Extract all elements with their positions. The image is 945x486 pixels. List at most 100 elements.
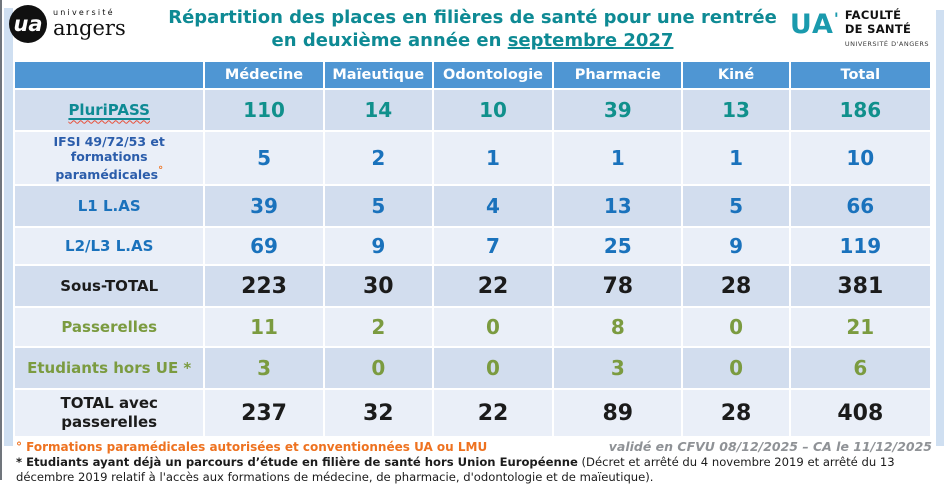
cell-value: 3: [554, 348, 682, 388]
table-row: TOTAL avec passerelles 237 32 22 89 28 408: [15, 390, 930, 436]
cell-value: 0: [683, 308, 789, 346]
column-header: Médecine: [205, 62, 323, 88]
cell-value: 21: [790, 308, 930, 346]
cell-value: 5: [683, 186, 789, 226]
orange-degree-mark: °: [158, 164, 164, 176]
faculte-line-1: FACULTÉ: [844, 8, 902, 22]
table-header: Médecine Maïeutique Odontologie Pharmacie Ki…: [15, 62, 930, 88]
cell-value: 25: [554, 228, 682, 264]
faculte-sante-wordmark: FACULTÉ DE SANTÉ UNIVERSITÉ D'ANGERS: [844, 8, 929, 48]
cell-value: 39: [554, 90, 682, 130]
footnotes: ° Formations paramédicales autorisées et…: [16, 439, 932, 486]
row-label: L1 L.AS: [15, 186, 204, 226]
cell-value: 1: [433, 132, 553, 184]
row-label: L2/L3 L.AS: [15, 228, 204, 264]
column-header: Maïeutique: [324, 62, 432, 88]
column-header: Kiné: [683, 62, 789, 88]
cell-value: 1: [683, 132, 789, 184]
right-edge-strip: [936, 10, 944, 446]
cell-value: 9: [324, 228, 432, 264]
cell-value: 28: [683, 390, 789, 436]
cell-value: 5: [205, 132, 323, 184]
cell-value: 5: [324, 186, 432, 226]
universite-angers-logo: ua université angers: [9, 5, 126, 43]
cell-value: 0: [433, 348, 553, 388]
cell-value: 32: [324, 390, 432, 436]
header-row: Médecine Maïeutique Odontologie Pharmacie Ki…: [15, 62, 930, 88]
paramedical-footnote: ° Formations paramédicales autorisées et…: [16, 440, 488, 454]
cell-value: 69: [205, 228, 323, 264]
row-label: PluriPASS: [15, 90, 204, 130]
cell-value: 89: [554, 390, 682, 436]
row-label: Sous-TOTAL: [15, 266, 204, 306]
hors-ue-footnote: * Etudiants ayant déjà un parcours d’étu…: [16, 455, 932, 486]
cell-value: 186: [790, 90, 930, 130]
cell-value: 223: [205, 266, 323, 306]
title-line-2-prefix: en deuxième année en: [271, 30, 508, 51]
cell-value: 0: [324, 348, 432, 388]
cell-value: 0: [433, 308, 553, 346]
ua-circle-logo-icon: ua: [9, 5, 47, 43]
cell-value: 9: [683, 228, 789, 264]
cell-value: 1: [554, 132, 682, 184]
cell-value: 4: [433, 186, 553, 226]
logo-word-universite: université: [53, 8, 115, 17]
cell-value: 6: [790, 348, 930, 388]
cell-value: 7: [433, 228, 553, 264]
cell-value: 119: [790, 228, 930, 264]
cell-value: 78: [554, 266, 682, 306]
row-label: Etudiants hors UE *: [15, 348, 204, 388]
corner-cell: [15, 62, 204, 88]
cell-value: 10: [433, 90, 553, 130]
page-title: Répartition des places en filières de sa…: [118, 6, 827, 52]
row-label: Passerelles: [15, 308, 204, 346]
cell-value: 22: [433, 390, 553, 436]
ua-molecule-logo-icon: UA': [789, 9, 839, 40]
cell-value: 237: [205, 390, 323, 436]
cell-value: 30: [324, 266, 432, 306]
cell-value: 13: [554, 186, 682, 226]
cell-value: 0: [683, 348, 789, 388]
table-row: Sous-TOTAL 223 30 22 78 28 381: [15, 266, 930, 306]
table-row: L2/L3 L.AS 69 9 7 25 9 119: [15, 228, 930, 264]
logo-word-angers: angers: [53, 16, 126, 40]
cell-value: 3: [205, 348, 323, 388]
cell-value: 10: [790, 132, 930, 184]
cell-value: 14: [324, 90, 432, 130]
cell-value: 408: [790, 390, 930, 436]
cell-value: 66: [790, 186, 930, 226]
cell-value: 13: [683, 90, 789, 130]
cell-value: 39: [205, 186, 323, 226]
column-header: Odontologie: [433, 62, 553, 88]
cell-value: 11: [205, 308, 323, 346]
cell-value: 28: [683, 266, 789, 306]
cell-value: 2: [324, 308, 432, 346]
table-row: L1 L.AS 39 5 4 13 5 66: [15, 186, 930, 226]
faculte-subtitle: UNIVERSITÉ D'ANGERS: [844, 39, 929, 48]
table-row: Etudiants hors UE * 3 0 0 3 0 6: [15, 348, 930, 388]
table-body: PluriPASS 110 14 10 39 13 186 IFSI 49/72/53 et …: [15, 90, 930, 436]
validation-note: validé en CFVU 08/12/2025 – CA le 11/12/…: [608, 439, 932, 454]
places-table-container: Médecine Maïeutique Odontologie Pharmacie Ki…: [13, 60, 932, 438]
cell-value: 2: [324, 132, 432, 184]
places-table: Médecine Maïeutique Odontologie Pharmacie Ki…: [13, 60, 932, 438]
footnote-line-1: ° Formations paramédicales autorisées et…: [16, 439, 932, 454]
column-header: Total: [790, 62, 930, 88]
cell-value: 381: [790, 266, 930, 306]
row-label: TOTAL avec passerelles: [15, 390, 204, 436]
universite-angers-wordmark: université angers: [53, 9, 126, 39]
table-row: Passerelles 11 2 0 8 0 21: [15, 308, 930, 346]
title-date-underlined: septembre 2027: [507, 30, 674, 51]
faculte-line-2: DE SANTÉ: [844, 21, 912, 36]
table-row: PluriPASS 110 14 10 39 13 186: [15, 90, 930, 130]
column-header: Pharmacie: [554, 62, 682, 88]
left-edge-strip: [4, 8, 13, 446]
cell-value: 8: [554, 308, 682, 346]
title-line-1: Répartition des places en filières de sa…: [168, 7, 777, 28]
row-label: IFSI 49/72/53 et formations paramédicale…: [15, 132, 204, 184]
hors-ue-footnote-bold: * Etudiants ayant déjà un parcours d’étu…: [16, 455, 578, 469]
table-row: IFSI 49/72/53 et formations paramédicale…: [15, 132, 930, 184]
cell-value: 22: [433, 266, 553, 306]
faculte-sante-logo: UA' FACULTÉ DE SANTÉ UNIVERSITÉ D'ANGERS: [789, 8, 929, 48]
page-left-border: [0, 0, 2, 480]
